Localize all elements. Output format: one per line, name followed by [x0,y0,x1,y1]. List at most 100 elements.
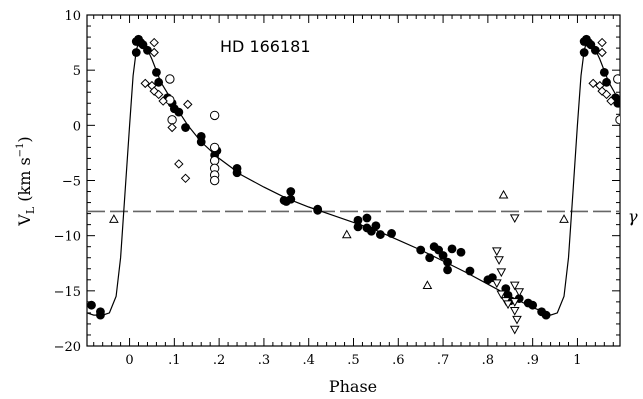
fit-curve [87,41,620,316]
point-open-circle [209,142,220,153]
y-tick-label: 10 [64,9,81,24]
point-open-diamond [149,47,159,58]
x-tick-label: .9 [526,353,538,368]
point-open-triangle-down [496,290,507,300]
point-filled-circle [375,230,385,239]
point-open-circle [165,74,175,84]
point-filled-circle [443,265,452,275]
point-filled-circle [541,310,551,320]
point-open-triangle-down [514,288,525,297]
x-tick-label: 1 [573,353,581,368]
point-open-triangle-down [509,214,520,224]
point-open-diamond [588,78,598,89]
y-axis-title: VL (km s−1) [15,136,37,226]
point-filled-circle [87,300,96,310]
point-open-triangle-up [341,229,352,239]
point-filled-circle [196,137,206,147]
point-open-triangle-down [509,325,520,335]
point-filled-circle [96,310,105,320]
point-filled-circle [154,77,164,87]
point-filled-circle [447,244,457,254]
point-filled-circle [416,245,426,255]
point-open-triangle-up [422,280,433,290]
point-filled-circle [456,247,466,257]
y-axis-title-exp: −1 [15,143,26,158]
point-filled-circle [438,251,448,260]
point-filled-circle [286,187,296,196]
point-open-diamond [149,37,159,48]
point-filled-circle [528,300,538,310]
point-open-circle [209,175,220,186]
point-open-triangle-down [494,256,504,265]
point-open-circle [613,74,620,84]
x-tick-label: .1 [168,353,180,368]
y-axis-title-close: ) [15,136,34,142]
point-open-diamond [606,96,616,106]
x-tick-label: 0 [125,353,133,368]
point-open-triangle-up [498,189,509,199]
tick-labels: 0 .1 .2 .3 .4 .5 .6 .7 .8 .9 1 10 5 0 −5 −10 −15 −20 [54,9,582,368]
plot-frame [86,14,621,347]
point-filled-circle [387,229,396,238]
point-open-diamond [180,173,191,184]
point-open-diamond [597,47,607,58]
point-filled-circle [579,48,589,57]
point-open-circle [165,95,175,105]
point-open-diamond [140,78,150,89]
point-open-triangle-up [109,214,119,223]
point-open-triangle-up [559,214,569,223]
point-open-diamond [183,99,193,110]
x-tick-label: .5 [347,353,359,368]
point-open-circle [209,155,220,166]
point-open-circle [615,115,620,125]
point-filled-circle [602,77,611,87]
point-open-triangle-down [509,306,520,316]
point-filled-circle [313,205,323,215]
x-tick-label: .7 [437,353,449,368]
point-filled-circle [465,266,475,276]
x-axis-title: Phase [329,377,377,396]
point-filled-circle [174,107,184,117]
y-tick-label: −15 [54,285,81,300]
point-filled-circle [425,253,435,263]
point-open-triangle-down [509,281,520,291]
point-filled-circle [131,48,141,57]
x-tick-label: .6 [392,353,404,368]
point-open-diamond [167,122,177,133]
y-axis-title-main: V [15,214,34,227]
y-tick-label: 5 [73,64,81,79]
point-filled-circle [181,123,190,132]
point-open-diamond [174,159,184,169]
axis-ticks [87,14,620,347]
y-tick-label: 0 [73,119,81,134]
point-open-diamond [158,96,168,106]
data-points [87,34,620,335]
point-open-triangle-down [491,279,502,289]
point-filled-circle [286,194,296,204]
x-tick-label: .3 [258,353,270,368]
point-filled-circle [353,215,363,225]
gamma-label: γ [628,207,638,226]
point-open-diamond [601,89,612,100]
x-tick-label: .2 [213,353,225,368]
x-tick-label: .8 [482,353,494,368]
point-open-triangle-down [496,268,507,278]
point-filled-circle [371,221,381,231]
point-filled-circle [232,168,242,178]
point-open-diamond [597,37,607,48]
point-open-circle [209,110,220,121]
star-annotation: HD 166181 [220,37,311,56]
point-open-triangle-down [503,300,513,310]
point-open-circle [167,115,177,125]
point-filled-circle [362,213,372,223]
y-axis-title-sub: L [24,206,37,214]
y-tick-label: −10 [54,230,81,245]
point-filled-circle [353,222,363,232]
point-open-diamond [153,89,164,100]
y-tick-label: −5 [62,175,81,190]
y-tick-label: −20 [54,340,81,355]
point-open-triangle-down [491,247,502,257]
point-filled-circle [152,67,161,77]
x-tick-label: .4 [303,353,315,368]
